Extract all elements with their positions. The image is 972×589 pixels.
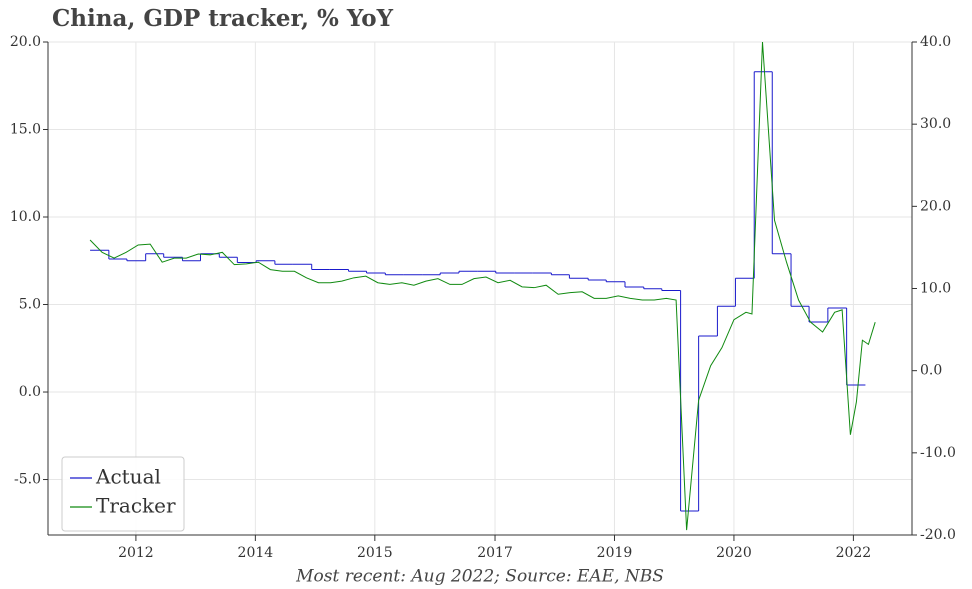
x-tick-label: 2020 <box>716 545 752 561</box>
y2-tick-label: 20.0 <box>920 198 951 214</box>
y2-tick-label: 10.0 <box>920 281 951 297</box>
y-tick-label: 20.0 <box>10 34 41 50</box>
x-tick-label: 2019 <box>597 545 633 561</box>
y2-tick-label: -20.0 <box>920 527 956 543</box>
x-tick-label: 2017 <box>477 545 513 561</box>
y-tick-label: 15.0 <box>10 122 41 138</box>
legend-label: Tracker <box>96 494 176 518</box>
x-tick-label: 2012 <box>118 545 154 561</box>
y2-tick-label: -10.0 <box>920 445 956 461</box>
legend-label: Actual <box>95 465 161 489</box>
y2-tick-label: 0.0 <box>920 363 942 379</box>
y-tick-label: 0.0 <box>19 384 41 400</box>
legend-box <box>61 456 185 532</box>
y-tick-label: 10.0 <box>10 209 41 225</box>
y-tick-label: 5.0 <box>19 297 41 313</box>
y2-tick-label: 40.0 <box>920 34 951 50</box>
x-tick-label: 2022 <box>836 545 872 561</box>
y2-tick-label: 30.0 <box>920 116 951 132</box>
x-tick-label: 2014 <box>238 545 274 561</box>
y-tick-label: -5.0 <box>14 472 41 488</box>
x-tick-label: 2015 <box>357 545 393 561</box>
caption: Most recent: Aug 2022; Source: EAE, NBS <box>295 567 664 587</box>
line-series <box>89 41 876 531</box>
chart-title: China, GDP tracker, % YoY <box>52 5 394 32</box>
